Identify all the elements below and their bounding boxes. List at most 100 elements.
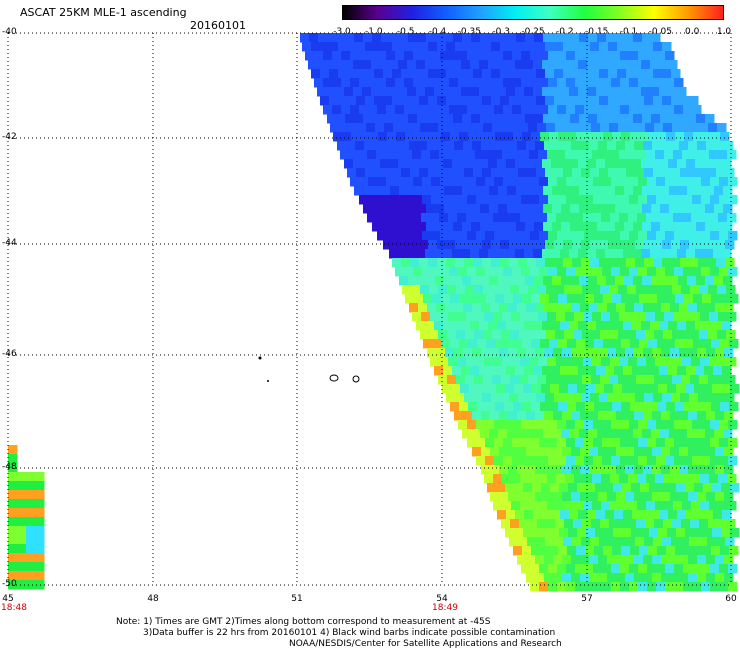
swath-cell bbox=[664, 312, 674, 322]
swath-cell bbox=[483, 375, 493, 385]
swath-cell bbox=[710, 231, 720, 241]
swath-cell bbox=[521, 420, 531, 430]
swath-cell bbox=[26, 562, 36, 572]
swath-cell bbox=[660, 186, 670, 196]
swath-cell bbox=[575, 195, 585, 205]
swath-cell bbox=[611, 438, 621, 448]
swath-cell bbox=[657, 132, 667, 142]
swath-cell bbox=[35, 553, 45, 563]
swath-cell bbox=[400, 141, 410, 151]
swath-cell bbox=[526, 447, 536, 457]
swath-cell bbox=[725, 168, 735, 178]
swath-cell bbox=[309, 33, 319, 43]
swath-cell bbox=[35, 517, 45, 527]
swath-cell bbox=[566, 267, 576, 277]
swath-cell bbox=[674, 420, 684, 430]
swath-cell bbox=[329, 96, 339, 106]
swath-cell bbox=[676, 528, 686, 538]
swath-cell bbox=[536, 537, 546, 547]
lat-label: -40 bbox=[2, 27, 17, 37]
swath-cell bbox=[344, 87, 354, 97]
swath-cell bbox=[697, 141, 707, 151]
swath-cell bbox=[660, 222, 670, 232]
swath-cell bbox=[683, 564, 693, 574]
swath-cell bbox=[566, 105, 576, 115]
swath-cell bbox=[491, 69, 501, 79]
swath-cell bbox=[565, 357, 575, 367]
swath-cell bbox=[567, 339, 577, 349]
swath-cell bbox=[729, 339, 739, 349]
time-label: 18:48 bbox=[1, 603, 27, 613]
swath-cell bbox=[342, 132, 352, 142]
swath-cell bbox=[543, 204, 553, 214]
swath-cell bbox=[35, 562, 45, 572]
swath-cell bbox=[341, 105, 351, 115]
swath-cell bbox=[660, 114, 670, 124]
swath-cell bbox=[443, 321, 453, 331]
swath-cell bbox=[707, 537, 717, 547]
swath-cell bbox=[604, 483, 614, 493]
swath-cell bbox=[516, 186, 526, 196]
swath-cell bbox=[500, 69, 510, 79]
swath-cell bbox=[599, 393, 609, 403]
swath-cell bbox=[435, 114, 445, 124]
swath-cell bbox=[719, 267, 729, 277]
swath-cell bbox=[446, 240, 456, 250]
swath-cell bbox=[421, 312, 431, 322]
swath-cell bbox=[599, 537, 609, 547]
swath-cell bbox=[526, 303, 536, 313]
swath-cell bbox=[401, 240, 411, 250]
swath-cell bbox=[659, 249, 669, 259]
swath-cell bbox=[494, 267, 504, 277]
swath-cell bbox=[428, 42, 438, 52]
swath-cell bbox=[632, 87, 642, 97]
swath-cell bbox=[584, 105, 594, 115]
swath-cell bbox=[467, 195, 477, 205]
swath-cell bbox=[593, 438, 603, 448]
swath-cell bbox=[608, 96, 618, 106]
swath-cell bbox=[584, 420, 594, 430]
swath-cell bbox=[701, 582, 711, 592]
swath-cell bbox=[383, 69, 393, 79]
swath-cell bbox=[701, 231, 711, 241]
swath-cell bbox=[502, 474, 512, 484]
swath-cell bbox=[575, 564, 585, 574]
swath-cell bbox=[496, 384, 506, 394]
swath-cell bbox=[533, 321, 543, 331]
swath-cell bbox=[489, 429, 499, 439]
swath-cell bbox=[536, 168, 546, 178]
swath-cell bbox=[579, 276, 589, 286]
swath-cell bbox=[437, 240, 447, 250]
swath-cell bbox=[464, 96, 474, 106]
swath-cell bbox=[715, 465, 725, 475]
swath-cell bbox=[728, 231, 738, 241]
swath-cell bbox=[594, 546, 604, 556]
swath-cell bbox=[620, 51, 630, 61]
swath-cell bbox=[395, 195, 405, 205]
swath-cell bbox=[437, 258, 447, 268]
swath-cell bbox=[341, 78, 351, 88]
swath-cell bbox=[485, 51, 495, 61]
swath-cell bbox=[604, 528, 614, 538]
swath-cell bbox=[398, 60, 408, 70]
swath-cell bbox=[526, 573, 536, 583]
swath-cell bbox=[622, 483, 632, 493]
swath-cell bbox=[704, 159, 714, 169]
swath-cell bbox=[488, 366, 498, 376]
swath-cell bbox=[413, 231, 423, 241]
swath-cell bbox=[454, 348, 464, 358]
swath-cell bbox=[573, 285, 583, 295]
swath-cell bbox=[506, 60, 516, 70]
swath-cell bbox=[519, 375, 529, 385]
swath-cell bbox=[706, 303, 716, 313]
swath-cell bbox=[565, 213, 575, 223]
swath-cell bbox=[502, 501, 512, 511]
swath-cell bbox=[534, 276, 544, 286]
swath-cell bbox=[515, 159, 525, 169]
swath-cell bbox=[560, 87, 570, 97]
swath-cell bbox=[623, 159, 633, 169]
swath-cell bbox=[611, 177, 621, 187]
swath-cell bbox=[411, 123, 421, 133]
swath-cell bbox=[416, 87, 426, 97]
swath-cell bbox=[631, 528, 641, 538]
